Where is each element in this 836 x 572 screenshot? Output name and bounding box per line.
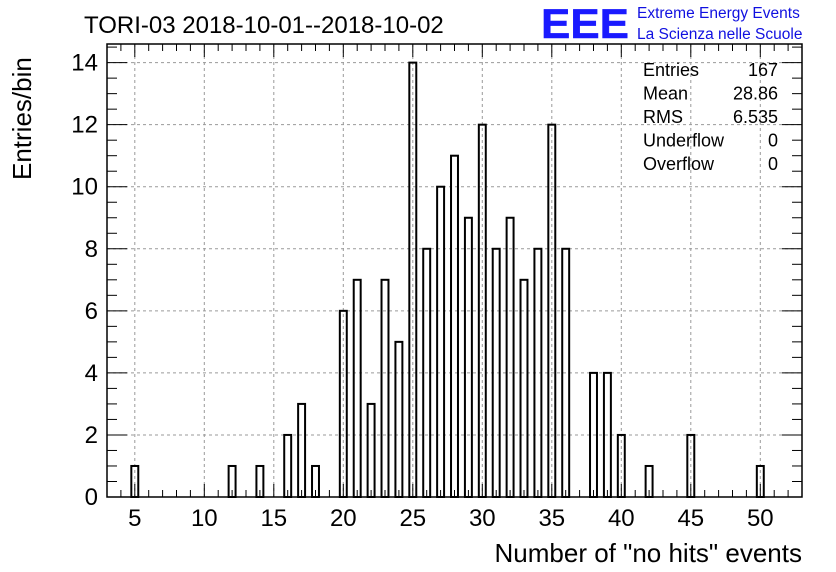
x-axis-label: Number of "no hits" events — [495, 538, 803, 568]
x-tick-label: 20 — [330, 505, 357, 532]
stats-value: 0 — [768, 154, 778, 174]
x-tick-label: 15 — [260, 505, 287, 532]
eee-logo: EEE Extreme Energy Events La Scienza nel… — [541, 0, 803, 47]
y-tick-label: 10 — [71, 174, 98, 201]
y-tick-label: 2 — [85, 422, 98, 449]
y-tick-label: 0 — [85, 484, 98, 511]
x-tick-label: 25 — [399, 505, 426, 532]
y-tick-label: 14 — [71, 50, 98, 77]
stats-label: Overflow — [643, 154, 715, 174]
chart-title: TORI-03 2018-10-01--2018-10-02 — [84, 12, 444, 39]
stats-label: RMS — [643, 107, 683, 127]
stats-box: Entries 167 Mean 28.86 RMS 6.535 Underflow 0 Ove… — [643, 60, 778, 174]
stats-value: 6.535 — [733, 107, 778, 127]
logo-line1: Extreme Energy Events — [637, 5, 800, 22]
x-tick-label: 40 — [608, 505, 635, 532]
y-axis-label: Entries/bin — [7, 57, 37, 180]
stats-label: Mean — [643, 84, 688, 104]
x-tick-label: 10 — [191, 505, 218, 532]
x-tick-label: 30 — [469, 505, 496, 532]
y-tick-label: 12 — [71, 112, 98, 139]
y-tick-label: 4 — [85, 360, 98, 387]
x-tick-label: 5 — [128, 505, 141, 532]
grid — [107, 44, 802, 497]
stats-label: Entries — [643, 60, 699, 80]
y-tick-label: 8 — [85, 236, 98, 263]
x-tick-label: 45 — [677, 505, 704, 532]
x-tick-label: 35 — [538, 505, 565, 532]
x-tick-labels: 5 10 15 20 25 30 35 40 45 50 — [128, 505, 774, 532]
stats-value: 167 — [748, 60, 778, 80]
logo-line2: La Scienza nelle Scuole — [637, 26, 802, 43]
axes — [106, 43, 803, 498]
y-tick-labels: 0 2 4 6 8 10 12 14 — [71, 50, 98, 511]
stats-value: 0 — [768, 131, 778, 151]
x-tick-label: 50 — [747, 505, 774, 532]
y-tick-label: 6 — [85, 298, 98, 325]
stats-label: Underflow — [643, 131, 725, 151]
logo-mark: EEE — [541, 0, 629, 47]
stats-value: 28.86 — [733, 84, 778, 104]
